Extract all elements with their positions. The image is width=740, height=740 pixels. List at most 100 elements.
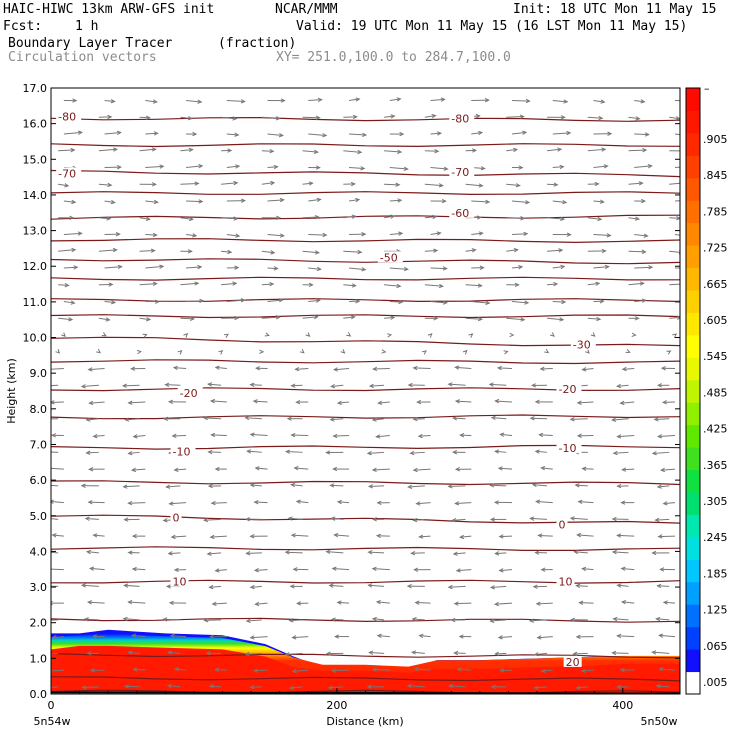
wind-vector [104,130,122,136]
wind-vector [58,247,77,253]
vector-head [92,433,98,439]
wind-vector [92,533,105,538]
vector-head [434,148,440,154]
vector-shaft [173,367,187,370]
wind-vector [547,317,565,322]
vector-shaft [669,250,680,253]
vector-head [85,417,91,422]
vector-shaft [669,116,680,120]
wind-vector [573,549,588,555]
vector-head [355,97,361,102]
vector-head [558,248,564,253]
vector-head [536,635,542,640]
wind-vector [180,115,193,121]
wind-vector [552,99,569,104]
wind-vector [424,114,437,119]
vector-head [655,616,661,622]
wind-vector [332,433,350,439]
colorbar-swatch [686,88,700,111]
wind-vector [674,133,680,136]
vector-head [540,466,546,471]
colorbar-swatch [686,424,700,448]
vector-shaft [123,384,140,387]
vector-head [240,298,246,303]
wind-vector [166,683,181,689]
contour-label: -70 [58,168,76,181]
wind-vector [288,685,303,690]
vector-head [396,283,402,289]
vector-shaft [302,116,320,119]
vector-head [574,483,580,488]
vector-shaft [547,283,558,286]
vector-shaft [226,234,240,237]
vector-shaft [267,166,278,168]
vector-head [235,164,241,169]
wind-vector [51,451,59,453]
vector-head [287,516,293,521]
wind-vector [98,216,112,221]
vector-shaft [104,200,115,204]
wind-vector [293,466,309,471]
vector-shaft [506,149,518,152]
vector-shaft [133,668,146,671]
vector-head [116,130,122,136]
wind-vector [494,551,507,556]
vector-head [208,584,214,590]
vector-shaft [180,317,194,320]
vector-head [421,350,427,355]
vector-shaft [209,685,222,688]
vector-head [64,282,70,288]
wind-vector [533,685,548,690]
temperature-contour-line [51,414,680,420]
colorbar-swatch [686,177,700,201]
wind-vector [569,417,588,422]
wind-vector [58,215,75,221]
temperature-contour-line [51,143,680,148]
vector-shaft [63,200,76,203]
wind-vector [136,349,142,355]
wind-vector [289,584,303,589]
vector-shaft [211,400,227,403]
vector-shaft [674,200,680,202]
vector-head [328,583,334,588]
vector-head [371,467,377,472]
wind-vector [511,130,528,135]
vector-head [534,399,540,405]
wind-vector [593,233,612,238]
wind-vector [180,147,194,153]
vector-shaft [63,131,82,135]
vector-head [647,164,653,169]
vector-shaft [669,317,680,319]
wind-vector [63,300,76,305]
vector-shaft [128,401,146,404]
vector-head [656,484,662,489]
vector-head [92,533,98,538]
vector-head [604,264,610,270]
wind-vector [430,198,447,204]
vector-shaft [52,636,64,638]
wind-vector [343,249,363,255]
wind-vector [51,384,59,387]
vector-head [249,635,255,640]
colorbar-label: .425 [703,423,728,436]
colorbar-swatch [686,559,700,583]
vector-shaft [261,150,274,152]
vector-shaft [471,232,483,236]
x-tick-label: 200 [326,699,347,712]
vector-head [415,501,421,506]
vector-head [412,517,418,523]
vector-head [407,484,413,489]
vector-shaft [389,166,408,170]
vector-head [207,449,213,455]
vector-head [305,332,311,338]
wind-vector [490,684,507,690]
wind-vector [430,231,442,236]
vector-shaft [530,417,548,420]
wind-vector [531,482,548,488]
vector-shaft [211,502,227,504]
contour-label: -10 [558,442,576,455]
wind-vector [63,98,78,103]
vector-head [529,416,535,421]
vector-head [577,499,583,505]
